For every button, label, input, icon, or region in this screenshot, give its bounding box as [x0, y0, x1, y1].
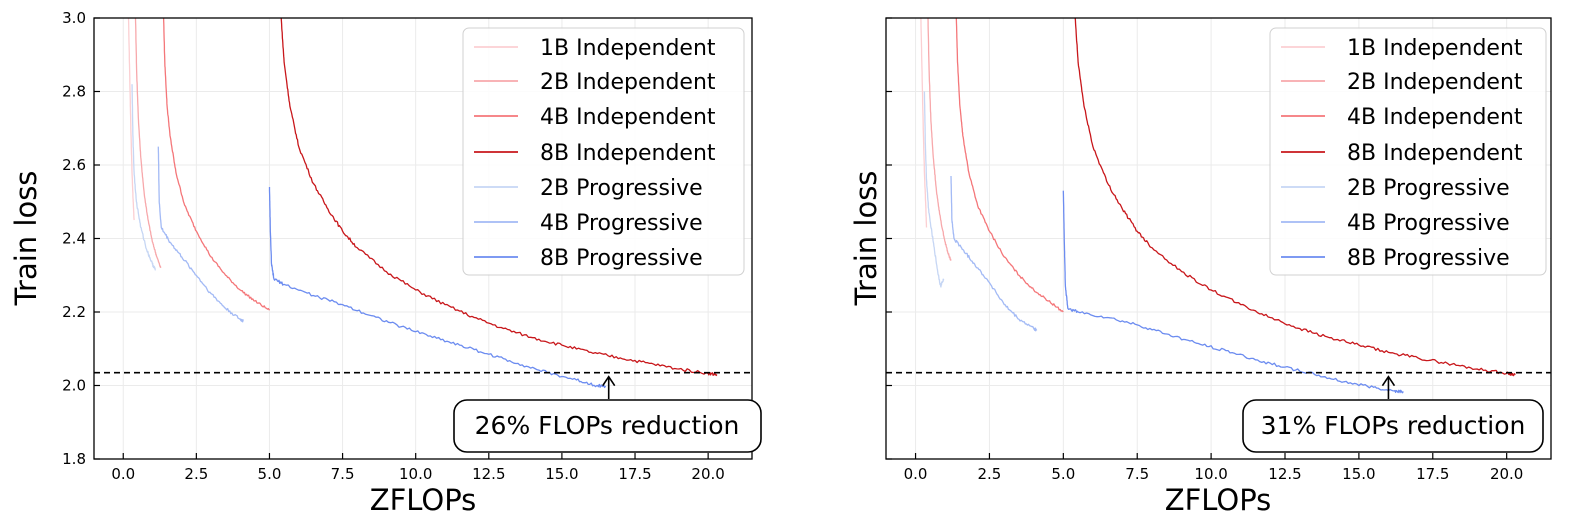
legend-label: 8B Independent: [540, 141, 716, 166]
x-tick-label: 15.0: [1342, 465, 1375, 483]
legend-item: 8B Progressive: [474, 246, 703, 271]
legend-item: 1B Independent: [1281, 36, 1523, 61]
series-line-8b-progressive: [268, 187, 607, 389]
series-lines: [127, 17, 718, 389]
legend-label: 8B Independent: [1347, 141, 1523, 166]
legend-item: 4B Progressive: [474, 211, 703, 236]
annotation-arrowhead: [1381, 375, 1396, 387]
x-tick-label: 10.0: [1194, 465, 1227, 483]
legend-item: 2B Independent: [474, 70, 716, 95]
annotation-arrowhead: [602, 375, 616, 387]
legend-box: [462, 27, 745, 276]
legend-item: 1B Independent: [474, 36, 716, 61]
y-tick-label: 2.0: [62, 377, 86, 395]
series-line-4b-progressive: [950, 175, 1038, 332]
x-tick-label: 7.5: [1125, 465, 1149, 483]
chart-panel-left: 0.0 2.5 5.0 7.5 10.0 12.5 15.0 17.5 20.0…: [9, 9, 762, 517]
legend-label: 2B Progressive: [1347, 176, 1510, 201]
series-line-4b-independent: [162, 17, 271, 311]
legend-label: 4B Progressive: [1347, 211, 1510, 236]
series-line-2b-progressive: [131, 84, 156, 271]
x-tick-label: 5.0: [1051, 465, 1075, 483]
legend: 1B Independent 2B Independent 4B Indepen…: [1269, 27, 1547, 276]
x-tick-label: 17.5: [618, 465, 651, 483]
x-tick-label: 2.5: [978, 465, 1002, 483]
series-line-4b-progressive: [157, 146, 244, 323]
legend-item: 2B Independent: [1281, 70, 1523, 95]
x-tick-label: 5.0: [258, 465, 282, 483]
y-tick-label: 1.8: [62, 450, 86, 468]
x-tick-labels: 0.0 2.5 5.0 7.5 10.0 12.5 15.0 17.5 20.0: [111, 465, 725, 483]
x-tick-label: 12.5: [1268, 465, 1301, 483]
legend-item: 8B Independent: [1281, 141, 1523, 166]
series-lines: [920, 17, 1516, 394]
legend-item: 4B Independent: [1281, 105, 1523, 130]
legend: 1B Independent 2B Independent 4B Indepen…: [462, 27, 745, 276]
series-line-2b-progressive: [923, 91, 945, 288]
legend-item: 2B Progressive: [474, 176, 703, 201]
x-axis-label: ZFLOPs: [1165, 483, 1272, 517]
legend-label: 8B Progressive: [1347, 246, 1510, 271]
series-line-8b-independent: [1074, 17, 1516, 377]
x-tick-label: 0.0: [111, 465, 135, 483]
x-tick-label: 0.0: [904, 465, 928, 483]
legend-label: 1B Independent: [540, 36, 716, 61]
x-tick-label: 15.0: [545, 465, 578, 483]
annotation-text: 31% FLOPs reduction: [1261, 411, 1526, 440]
legend-label: 2B Independent: [1347, 70, 1523, 95]
y-tick-label: 2.6: [62, 156, 86, 174]
x-tick-label: 20.0: [1490, 465, 1523, 483]
y-tick-label: 3.0: [62, 9, 86, 27]
legend-label: 4B Independent: [1347, 105, 1523, 130]
legend-label: 2B Independent: [540, 70, 716, 95]
x-tick-label: 17.5: [1416, 465, 1449, 483]
legend-box: [1269, 27, 1547, 276]
series-line-4b-independent: [955, 17, 1064, 313]
annotation-box: [1242, 399, 1544, 453]
x-tick-label: 7.5: [331, 465, 355, 483]
annotation-box: [453, 399, 762, 453]
legend-item: 8B Progressive: [1281, 246, 1510, 271]
series-line-2b-independent: [927, 17, 952, 261]
y-tick-labels: 1.8 2.0 2.2 2.4 2.6 2.8 3.0: [62, 9, 86, 468]
x-tick-label: 10.0: [399, 465, 432, 483]
legend-item: 2B Progressive: [1281, 176, 1510, 201]
legend-label: 2B Progressive: [540, 176, 703, 201]
series-line-8b-progressive: [1062, 190, 1404, 394]
annotation-text: 26% FLOPs reduction: [475, 411, 740, 440]
legend-item: 4B Progressive: [1281, 211, 1510, 236]
legend-label: 8B Progressive: [540, 246, 703, 271]
legend-item: 8B Independent: [474, 141, 716, 166]
legend-label: 1B Independent: [1347, 36, 1523, 61]
y-tick-label: 2.2: [62, 303, 86, 321]
series-line-8b-independent: [280, 17, 718, 377]
x-tick-label: 12.5: [472, 465, 505, 483]
x-axis-label: ZFLOPs: [370, 483, 477, 517]
legend-label: 4B Independent: [540, 105, 716, 130]
y-tick-label: 2.4: [62, 230, 86, 248]
y-axis-label: Train loss: [849, 171, 883, 307]
x-tick-label: 20.0: [691, 465, 724, 483]
y-tick-label: 2.8: [62, 83, 86, 101]
series-line-1b-independent: [920, 17, 928, 228]
ticks: [886, 17, 1508, 460]
legend-item: 4B Independent: [474, 105, 716, 130]
x-tick-labels: 0.0 2.5 5.0 7.5 10.0 12.5 15.0 17.5 20.0: [904, 465, 1524, 483]
series-line-1b-independent: [127, 17, 135, 221]
ticks: [94, 17, 709, 460]
y-axis-label: Train loss: [9, 171, 43, 307]
chart-panel-right: 0.0 2.5 5.0 7.5 10.0 12.5 15.0 17.5 20.0…: [849, 17, 1552, 517]
legend-label: 4B Progressive: [540, 211, 703, 236]
x-tick-label: 2.5: [184, 465, 208, 483]
series-line-2b-independent: [134, 17, 162, 269]
